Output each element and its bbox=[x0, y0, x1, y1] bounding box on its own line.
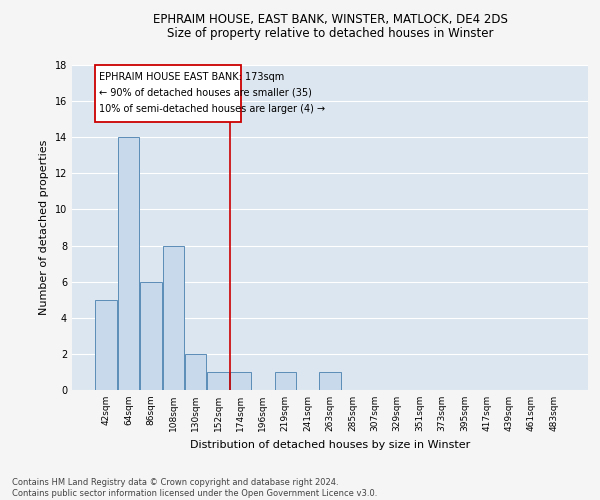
Bar bbox=[275, 372, 296, 390]
Bar bbox=[140, 282, 161, 390]
Bar bbox=[118, 137, 139, 390]
Bar bbox=[95, 300, 117, 390]
Text: Contains HM Land Registry data © Crown copyright and database right 2024.
Contai: Contains HM Land Registry data © Crown c… bbox=[12, 478, 377, 498]
Bar bbox=[208, 372, 229, 390]
Y-axis label: Number of detached properties: Number of detached properties bbox=[39, 140, 49, 315]
Text: EPHRAIM HOUSE, EAST BANK, WINSTER, MATLOCK, DE4 2DS: EPHRAIM HOUSE, EAST BANK, WINSTER, MATLO… bbox=[152, 12, 508, 26]
Bar bbox=[230, 372, 251, 390]
Text: 10% of semi-detached houses are larger (4) →: 10% of semi-detached houses are larger (… bbox=[100, 104, 325, 114]
Text: Size of property relative to detached houses in Winster: Size of property relative to detached ho… bbox=[167, 28, 493, 40]
Bar bbox=[319, 372, 341, 390]
Bar bbox=[163, 246, 184, 390]
FancyBboxPatch shape bbox=[95, 65, 241, 122]
Text: ← 90% of detached houses are smaller (35): ← 90% of detached houses are smaller (35… bbox=[100, 88, 312, 98]
Bar bbox=[185, 354, 206, 390]
Text: EPHRAIM HOUSE EAST BANK: 173sqm: EPHRAIM HOUSE EAST BANK: 173sqm bbox=[100, 72, 284, 82]
X-axis label: Distribution of detached houses by size in Winster: Distribution of detached houses by size … bbox=[190, 440, 470, 450]
